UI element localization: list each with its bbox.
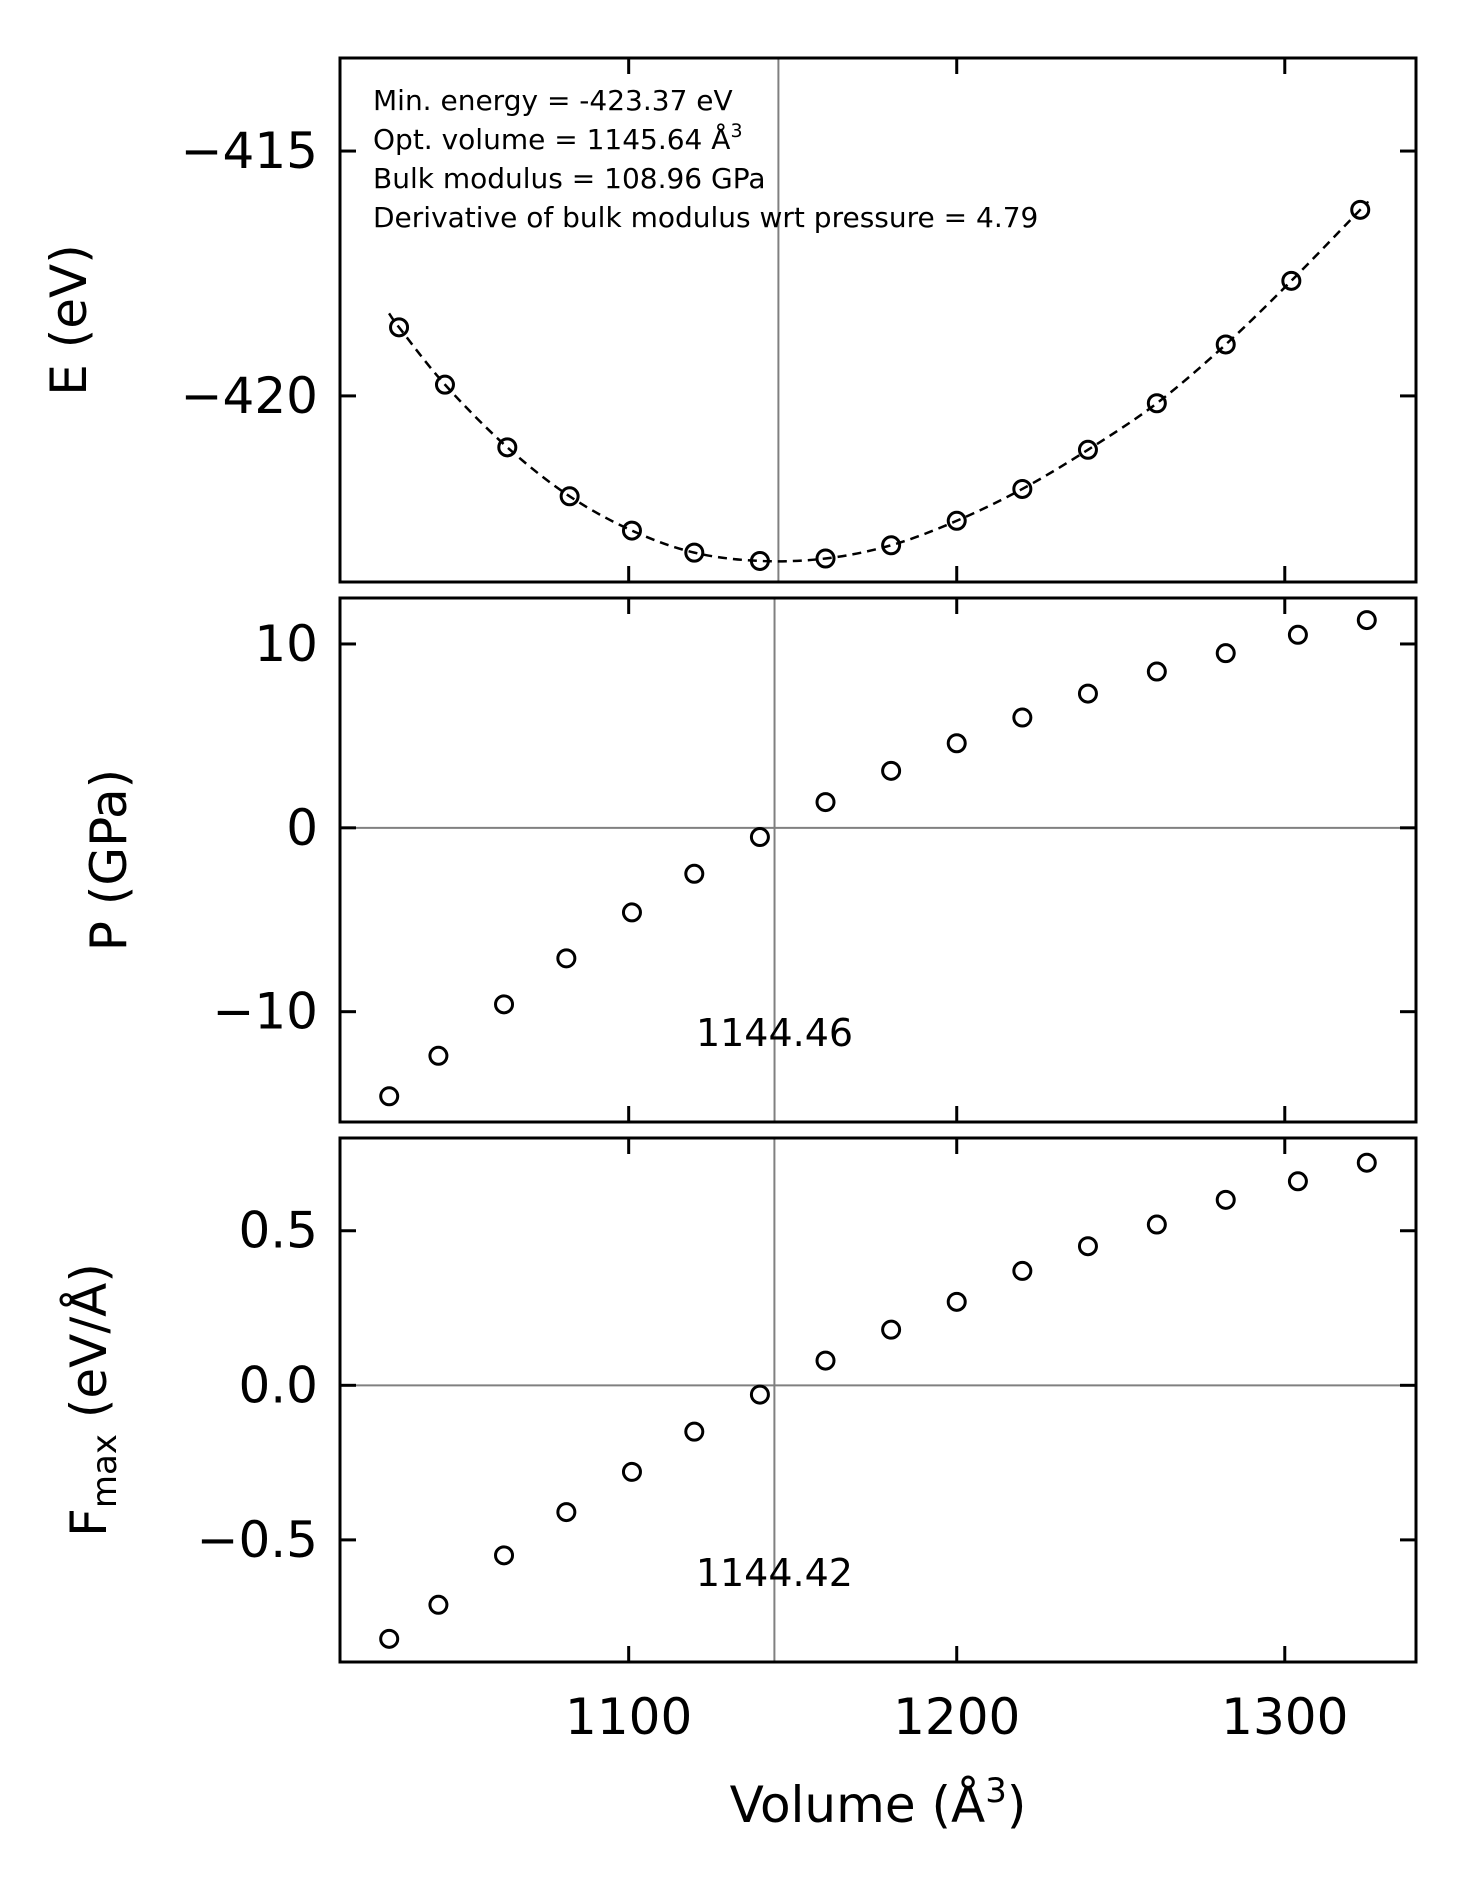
- data-point: [815, 548, 836, 569]
- data-point: [749, 550, 770, 571]
- data-point: [1012, 1260, 1033, 1281]
- annotation-line: Opt. volume = 1145.64 Å3: [373, 120, 743, 156]
- data-point: [1012, 478, 1033, 499]
- data-point: [749, 1384, 770, 1405]
- data-point: [621, 1461, 642, 1482]
- y-tick-label: 0: [286, 799, 318, 857]
- data-point: [1281, 270, 1302, 291]
- data-point: [379, 1086, 400, 1107]
- data-point: [946, 1291, 967, 1312]
- data-point: [1146, 1214, 1167, 1235]
- data-point: [749, 827, 770, 848]
- annotation-line: Bulk modulus = 108.96 GPa: [373, 162, 766, 195]
- data-point: [556, 1502, 577, 1523]
- y-axis-label: P (GPa): [80, 769, 138, 951]
- y-tick-label: −415: [181, 122, 318, 180]
- annotation-line: Min. energy = -423.37 eV: [373, 84, 733, 117]
- y-tick-label: −420: [181, 367, 318, 425]
- data-point: [1077, 439, 1098, 460]
- data-point: [881, 1319, 902, 1340]
- data-point: [684, 1421, 705, 1442]
- y-tick-label: −10: [212, 983, 318, 1041]
- data-point: [815, 792, 836, 813]
- data-point: [559, 486, 580, 507]
- data-point: [494, 994, 515, 1015]
- data-point: [1287, 624, 1308, 645]
- data-point: [946, 733, 967, 754]
- data-point: [1077, 683, 1098, 704]
- data-point: [389, 317, 410, 338]
- data-point: [1356, 1152, 1377, 1173]
- data-point: [428, 1594, 449, 1615]
- data-point: [379, 1628, 400, 1649]
- data-point: [684, 542, 705, 563]
- axes-frame: [338, 1136, 1418, 1664]
- data-point: [1215, 643, 1236, 664]
- data-point: [621, 902, 642, 923]
- data-point: [946, 510, 967, 531]
- data-point: [1356, 610, 1377, 631]
- y-tick-label: 10: [254, 615, 318, 673]
- data-point: [1287, 1171, 1308, 1192]
- data-point: [428, 1045, 449, 1066]
- vline-value-label: 1144.46: [696, 1011, 853, 1055]
- data-point: [1077, 1236, 1098, 1257]
- data-point: [494, 1545, 515, 1566]
- axes-frame: [338, 596, 1418, 1124]
- data-point: [556, 948, 577, 969]
- y-axis-label: E (eV): [40, 244, 98, 395]
- data-point: [815, 1350, 836, 1371]
- data-point: [1350, 199, 1371, 220]
- y-tick-label: 0.0: [238, 1356, 318, 1414]
- data-point: [1215, 334, 1236, 355]
- data-point: [621, 520, 642, 541]
- axes-frame: [338, 56, 1418, 584]
- panel-energy: −415 −420 E (eV) Min. energy = -423.37 eVOp…: [40, 56, 1418, 584]
- data-point: [1215, 1189, 1236, 1210]
- panel-force: 0.5 0.0 −0.5 1100 1200 1300 Fmax (eV/Å) 1144.42…: [60, 1136, 1418, 1834]
- x-axis-label: Volume (Å3): [730, 1771, 1027, 1834]
- data-point: [684, 863, 705, 884]
- data-point: [434, 374, 455, 395]
- y-axis-label: Fmax (eV/Å): [60, 1263, 125, 1537]
- panel-pressure: 10 0 −10 P (GPa) 1144.46: [80, 596, 1418, 1124]
- x-tick-label: 1100: [565, 1688, 692, 1746]
- y-tick-label: −0.5: [197, 1511, 318, 1569]
- fit-curve: [388, 201, 1369, 563]
- data-point: [1146, 661, 1167, 682]
- data-point: [881, 760, 902, 781]
- x-tick-label: 1200: [893, 1688, 1020, 1746]
- data-point: [497, 437, 518, 458]
- x-tick-label: 1300: [1221, 1688, 1348, 1746]
- data-point: [881, 535, 902, 556]
- vline-value-label: 1144.42: [696, 1551, 853, 1595]
- annotation-line: Derivative of bulk modulus wrt pressure …: [373, 201, 1038, 234]
- y-tick-label: 0.5: [238, 1202, 318, 1260]
- data-point: [1012, 707, 1033, 728]
- data-point: [1146, 393, 1167, 414]
